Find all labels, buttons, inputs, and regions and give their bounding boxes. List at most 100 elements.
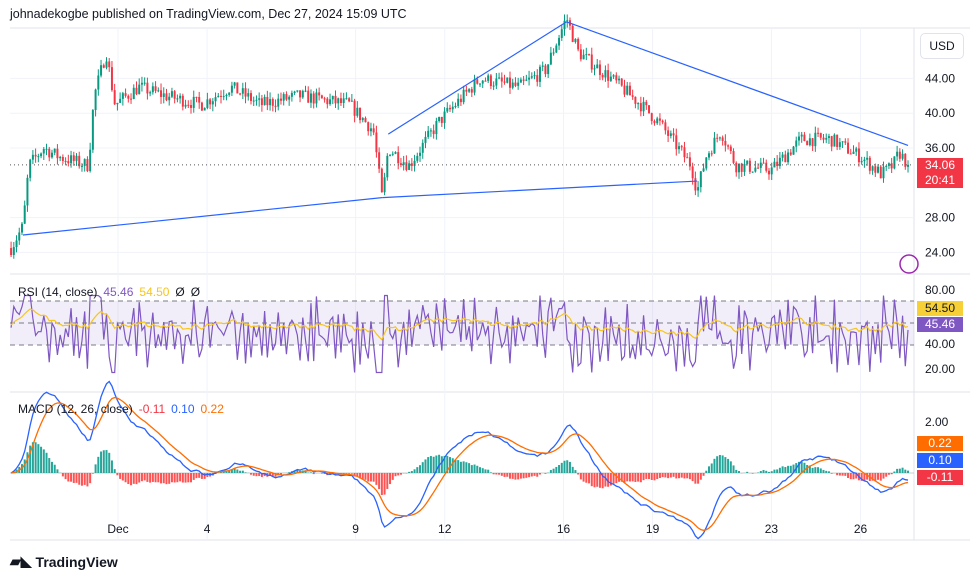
- candle-body: [391, 153, 394, 155]
- macd-hist-bar: [359, 473, 362, 479]
- candle-body: [146, 82, 149, 94]
- candle-body: [91, 110, 94, 150]
- candle-body: [64, 160, 67, 162]
- macd-hist-bar: [468, 463, 471, 473]
- candle-body: [83, 159, 86, 166]
- candle-body: [893, 156, 896, 169]
- tradingview-logo[interactable]: ▰◣ TradingView: [10, 553, 118, 570]
- macd-hist-bar: [781, 466, 784, 473]
- candle-body: [222, 96, 225, 98]
- candle-body: [367, 122, 370, 132]
- candle-body: [628, 85, 631, 96]
- candle-body: [688, 157, 691, 167]
- candle-body: [506, 77, 509, 83]
- candle-body: [419, 152, 422, 156]
- candle-body: [746, 160, 749, 164]
- candle-body: [664, 122, 667, 131]
- candle-body: [847, 142, 850, 154]
- candle-body: [307, 90, 310, 103]
- macd-hist-bar: [64, 473, 67, 480]
- macd-hist-bar: [582, 473, 585, 482]
- candle-body: [121, 93, 124, 99]
- macd-hist-bar: [525, 473, 528, 478]
- candle-body: [342, 98, 345, 103]
- candle-body: [288, 96, 291, 100]
- currency-button[interactable]: USD: [920, 33, 964, 59]
- macd-hist-bar: [767, 471, 770, 473]
- macd-hist-bar: [67, 473, 70, 482]
- x-tick-label: 26: [854, 522, 868, 536]
- candle-body: [803, 134, 806, 142]
- macd-hist-bar: [792, 464, 795, 473]
- rsi-tick-label: 80.00: [925, 283, 955, 297]
- macd-hist-bar: [901, 467, 904, 473]
- candle-body: [658, 118, 661, 121]
- macd-hist-bar: [34, 442, 37, 473]
- candle-body: [53, 148, 56, 153]
- candle-body: [78, 155, 81, 167]
- candle-body: [378, 152, 381, 169]
- candle-body: [645, 101, 648, 106]
- candle-body: [97, 75, 100, 90]
- candle-body: [211, 101, 214, 105]
- candle-body: [683, 147, 686, 158]
- candle-body: [500, 77, 503, 82]
- macd-hist-bar: [222, 471, 225, 473]
- macd-hist-bar: [40, 446, 43, 473]
- macd-hist-bar: [121, 473, 124, 481]
- macd-hist-bar: [538, 473, 541, 475]
- rsi-legend[interactable]: RSI (14, close) 45.46 54.50 Ø Ø: [18, 285, 206, 299]
- candle-body: [593, 68, 596, 70]
- macd-hist-bar: [762, 470, 765, 473]
- macd-hist-bar: [724, 457, 727, 473]
- macd-hist-bar: [473, 464, 476, 473]
- candle-body: [863, 159, 866, 162]
- last-price: 34.06: [924, 158, 956, 172]
- macd-hist-bar: [571, 466, 574, 473]
- candle-body: [661, 120, 664, 123]
- candle-body: [468, 89, 471, 92]
- candle-body: [549, 52, 552, 65]
- candle-body: [609, 76, 612, 81]
- macd-hist-bar: [100, 451, 103, 473]
- candle-body: [165, 93, 168, 101]
- footer-brand: TradingView: [35, 553, 118, 570]
- macd-hist-bar: [688, 473, 691, 480]
- candle-body: [399, 163, 402, 165]
- macd-legend[interactable]: MACD (12, 26, close) -0.11 0.10 0.22: [18, 402, 230, 416]
- macd-hist-bar: [288, 472, 291, 473]
- macd-hist-bar: [860, 473, 863, 481]
- macd-hist-bar: [143, 473, 146, 481]
- macd-hist-bar: [661, 473, 664, 478]
- macd-hist-bar: [664, 473, 667, 478]
- candle-body: [443, 111, 446, 123]
- candle-body: [285, 94, 288, 100]
- macd-hist-bar: [607, 473, 610, 487]
- candle-body: [904, 153, 907, 167]
- macd-hist-bar: [877, 473, 880, 480]
- macd-hist-bar: [457, 460, 460, 473]
- candle-body: [598, 64, 601, 75]
- macd-hist-bar: [893, 471, 896, 473]
- macd-hist-bar: [443, 455, 446, 473]
- candle-body: [612, 75, 615, 77]
- candle-body: [214, 97, 217, 102]
- candle-body: [413, 160, 416, 166]
- candle-body: [672, 133, 675, 136]
- macd-hist-bar: [797, 461, 800, 473]
- candle-body: [138, 84, 141, 95]
- macd-hist-bar: [225, 471, 228, 473]
- candle-body: [533, 75, 536, 77]
- macd-hist-bar: [631, 473, 634, 482]
- macd-hist-bar: [650, 473, 653, 480]
- macd-hist-bar: [683, 473, 686, 479]
- macd-hist-bar: [31, 442, 34, 473]
- candle-body: [536, 75, 539, 82]
- macd-hist-bar: [789, 465, 792, 473]
- candle-body: [293, 91, 296, 93]
- trendline: [382, 180, 698, 199]
- macd-hist-bar: [579, 473, 582, 480]
- candle-body: [40, 153, 43, 157]
- candle-body: [206, 99, 209, 108]
